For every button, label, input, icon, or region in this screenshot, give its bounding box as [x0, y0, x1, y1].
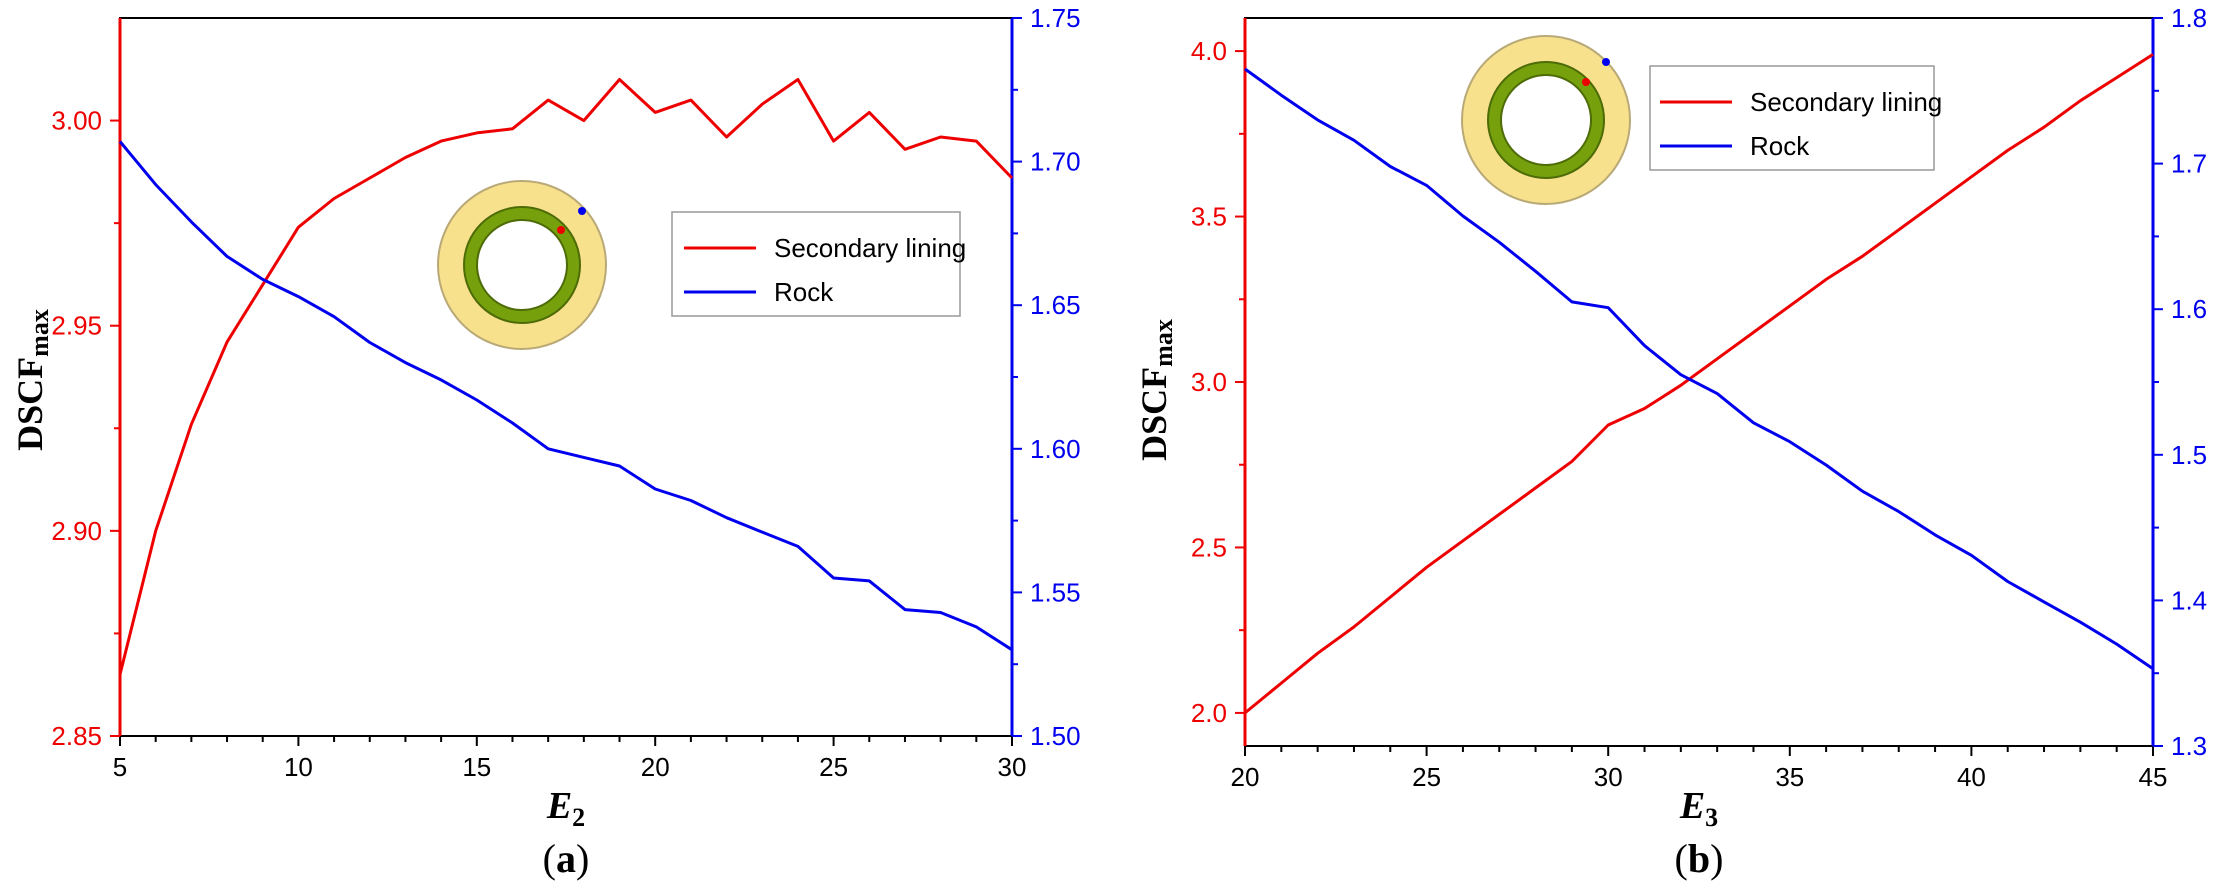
chart-a-right-tick-label: 1.60: [1030, 434, 1081, 464]
chart-b-ylabel: DSCFmax: [1134, 319, 1178, 461]
chart-b-left-tick-label: 4.0: [1191, 36, 1227, 66]
chart-a-legend: Secondary lining Rock: [671, 211, 966, 317]
chart-b-left-tick-label: 2.5: [1191, 532, 1227, 562]
chart-a-x-tick-label: 10: [284, 752, 313, 782]
chart-a-right-tick-label: 1.55: [1030, 577, 1081, 607]
chart-b-series: [1244, 53, 2154, 715]
chart-a-right-tick-label: 1.75: [1030, 3, 1081, 33]
chart-b-x-tick-label: 35: [1775, 762, 1804, 792]
chart-a-x-tick-label: 15: [462, 752, 491, 782]
chart-a-series: [118, 78, 1014, 675]
chart-b-lining-point: [1582, 78, 1590, 86]
chart-b-right-tick-label: 1.3: [2171, 731, 2207, 761]
chart-b-left-tick-label: 3.5: [1191, 202, 1227, 232]
chart-a-rock-point: [578, 207, 586, 215]
chart-a-left-tick-label: 2.95: [51, 311, 102, 341]
chart-a-left-tick-label: 3.00: [51, 106, 102, 136]
chart-b-series-secondary-lining: [1244, 53, 2154, 715]
chart-b-legend-label-lining: Secondary lining: [1750, 87, 1942, 117]
chart-a-plot-frame: [119, 17, 1013, 737]
chart-b-panel-label: (b): [1675, 836, 1724, 881]
chart-a-right-tick-label: 1.70: [1030, 147, 1081, 177]
chart-b-x-tick-label: 25: [1412, 762, 1441, 792]
chart-a-panel-label: (a): [543, 836, 590, 881]
chart-a-legend-box: [671, 211, 961, 317]
chart-b-right-tick-label: 1.8: [2171, 3, 2207, 33]
chart-a-ylabel: DSCFmax: [10, 309, 54, 451]
chart-b-ticks: 20 25 30 35 40 45 2.0 2.5 3.0 3.5 4.0 1.3 1.4 1.5 1.6 1…: [1191, 3, 2207, 792]
chart-a-series-secondary-lining: [118, 78, 1014, 675]
chart-b-ring-inset: [1461, 35, 1631, 205]
chart-a-x-tick-label: 30: [998, 752, 1027, 782]
chart-b-xlabel: E3: [1679, 785, 1718, 832]
chart-b-legend-label-rock: Rock: [1750, 131, 1810, 161]
chart-a-right-tick-label: 1.65: [1030, 290, 1081, 320]
chart-a-legend-label-lining: Secondary lining: [774, 233, 966, 263]
chart-a-x-tick-label: 5: [113, 752, 127, 782]
chart-a-ring-hole: [476, 219, 568, 311]
chart-b-legend-box: [1649, 65, 1935, 171]
chart-b-ring-hole: [1500, 74, 1592, 166]
chart-b-x-tick-label: 45: [2139, 762, 2168, 792]
chart-b-x-tick-label: 30: [1594, 762, 1623, 792]
chart-a-x-tick-label: 25: [819, 752, 848, 782]
chart-a-series-rock: [118, 140, 1013, 652]
chart-a-xlabel: E2: [546, 785, 585, 832]
chart-a-x-tick-label: 20: [641, 752, 670, 782]
chart-a-ring-inset: [437, 180, 607, 350]
chart-b-right-tick-label: 1.5: [2171, 440, 2207, 470]
chart-b-x-tick-label: 40: [1957, 762, 1986, 792]
chart-b-legend: Secondary lining Rock: [1649, 65, 1942, 171]
chart-a-lining-point: [557, 226, 565, 234]
chart-b-series-rock: [1244, 67, 2154, 671]
chart-a-left-tick-label: 2.90: [51, 516, 102, 546]
chart-a-legend-label-rock: Rock: [774, 277, 834, 307]
chart-b-x-tick-label: 20: [1231, 762, 1260, 792]
chart-a-right-tick-label: 1.50: [1030, 721, 1081, 751]
chart-b: 20 25 30 35 40 45 2.0 2.5 3.0 3.5 4.0 1.3 1.4 1.5 1.6 1…: [1134, 3, 2207, 881]
chart-b-left-tick-label: 3.0: [1191, 367, 1227, 397]
chart-b-right-tick-label: 1.6: [2171, 294, 2207, 324]
chart-b-right-tick-label: 1.4: [2171, 585, 2207, 615]
chart-a: 5 10 15 20 25 30 2.85 2.90 2.95 3.00 1.50 1.55 1.60 1…: [10, 3, 1081, 881]
chart-b-right-tick-label: 1.7: [2171, 149, 2207, 179]
chart-a-left-tick-label: 2.85: [51, 721, 102, 751]
chart-b-rock-point: [1602, 58, 1610, 66]
chart-a-ticks: 5 10 15 20 25 30 2.85 2.90 2.95 3.00 1.50 1.55 1.60 1…: [51, 3, 1080, 782]
chart-b-left-tick-label: 2.0: [1191, 698, 1227, 728]
